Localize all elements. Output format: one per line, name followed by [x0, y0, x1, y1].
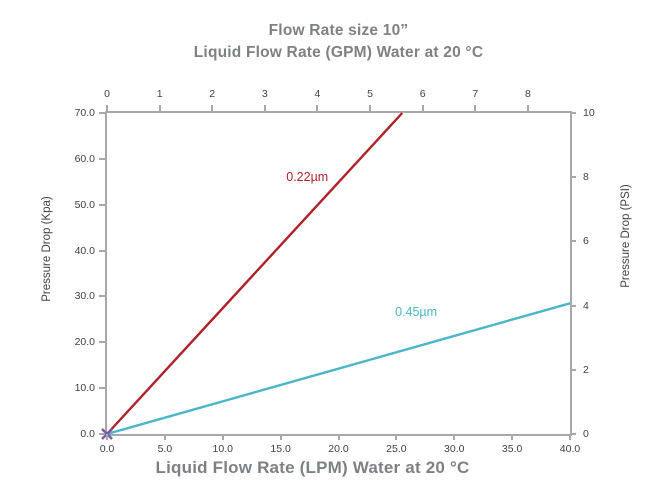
y-axis-right-tick: [570, 112, 576, 114]
x-axis-bottom-tick-label: 35.0: [501, 443, 523, 455]
x-axis-top-tick-label: 5: [367, 88, 373, 100]
x-axis-bottom-tick-label: 0.0: [99, 443, 115, 455]
y-axis-left-tick-label: 60.0: [74, 152, 95, 165]
y-axis-right-tick-label: 10: [583, 107, 595, 119]
x-axis-bottom-tick: [395, 434, 398, 440]
series-line-0.45µm: [106, 302, 571, 436]
x-axis-top-tick-label: 4: [314, 88, 321, 100]
x-axis-top-tick: [211, 105, 214, 111]
y-axis-left-tick: [99, 249, 105, 252]
x-axis-top-tick: [421, 105, 424, 111]
x-axis-top-tick-label: 1: [156, 88, 163, 100]
plot-area: 0.0 5.0 10.0 15.0 20.0 25.0 30.0 35.0 40.0 0 1 2 3 4 5…: [75, 88, 595, 455]
x-axis-top-tick: [316, 105, 319, 111]
y-axis-right-tick: [570, 176, 576, 179]
y-axis-left-tick-label: 50.0: [74, 198, 95, 211]
x-axis-bottom-tick: [453, 434, 456, 440]
x-axis-top-tick: [158, 105, 161, 111]
y-axis-left-tick-label: 0.0: [80, 428, 95, 440]
x-axis-top-tick: [369, 105, 372, 111]
y-axis-left-tick: [99, 341, 105, 344]
x-axis-bottom-tick-label: 5.0: [157, 443, 173, 455]
y-axis-left-tick-label: 30.0: [74, 290, 95, 303]
y-axis-left-tick-label: 70.0: [74, 107, 95, 119]
x-axis-bottom-title: Liquid Flow Rate (LPM) Water at 20 °C: [155, 458, 470, 477]
series-label-0.22µm: 0.22µm: [286, 170, 329, 185]
x-axis-bottom-tick-label: 40.0: [559, 443, 581, 455]
y-axis-right-tick-label: 6: [583, 235, 589, 248]
x-axis-bottom-tick: [337, 434, 340, 440]
series-label-0.45µm: 0.45µm: [395, 305, 438, 320]
x-axis-bottom-tick-label: 20.0: [328, 443, 349, 455]
y-axis-right-tick: [570, 304, 576, 307]
x-axis-bottom-tick: [279, 434, 282, 440]
y-axis-right-tick: [570, 433, 576, 435]
chart-title: Flow Rate size 10”: [268, 22, 409, 39]
x-axis-top-tick: [263, 105, 266, 111]
x-axis-top-tick: [106, 105, 108, 111]
x-axis-top-tick-label: 7: [472, 88, 479, 100]
y-axis-right-title: Pressure Drop (PSI): [620, 184, 632, 288]
x-axis-top-tick: [526, 105, 529, 111]
y-axis-right-tick-label: 4: [583, 299, 589, 312]
x-axis-top-tick-label: 8: [524, 88, 531, 100]
x-axis-bottom-tick-label: 30.0: [444, 443, 465, 455]
y-axis-left-tick: [99, 112, 105, 114]
x-axis-bottom-tick-label: 10.0: [212, 443, 233, 455]
y-axis-left-title: Pressure Drop (Kpa): [41, 196, 53, 302]
y-axis-left-tick: [99, 295, 105, 298]
y-axis-right-tick-label: 8: [583, 171, 589, 184]
y-axis-left-tick-label: 10.0: [74, 382, 95, 395]
x-axis-bottom-tick: [163, 434, 166, 440]
x-axis-bottom-tick: [569, 434, 571, 440]
y-axis-left-tick: [99, 157, 105, 160]
y-axis-right-tick-label: 2: [583, 363, 589, 376]
series-svg: [101, 112, 571, 440]
x-axis-bottom-tick: [106, 434, 108, 440]
x-axis-top-tick-label: 6: [419, 88, 426, 100]
y-axis-right-tick: [570, 368, 576, 371]
x-axis-bottom-tick-label: 15.0: [270, 443, 291, 455]
y-axis-left-tick: [99, 387, 105, 390]
x-axis-bottom-tick: [221, 434, 224, 440]
chart-subtitle: Liquid Flow Rate (GPM) Water at 20 °C: [193, 44, 484, 61]
x-axis-top-tick: [474, 105, 477, 111]
y-axis-left-tick-label: 40.0: [74, 244, 95, 257]
x-axis-bottom-tick: [511, 434, 514, 440]
y-axis-left-tick: [99, 433, 105, 435]
y-axis-right-tick-label: 0: [583, 428, 589, 440]
x-axis-bottom-tick-label: 25.0: [386, 443, 407, 455]
x-axis-top-tick-label: 0: [104, 88, 110, 100]
y-axis-left-tick: [99, 203, 105, 206]
y-axis-left-tick-label: 20.0: [74, 336, 95, 349]
series-line-0.22µm: [106, 112, 404, 435]
y-axis-right-tick: [570, 240, 576, 243]
x-axis-top-tick-label: 2: [209, 88, 216, 100]
x-axis-top-tick-label: 3: [261, 88, 268, 100]
